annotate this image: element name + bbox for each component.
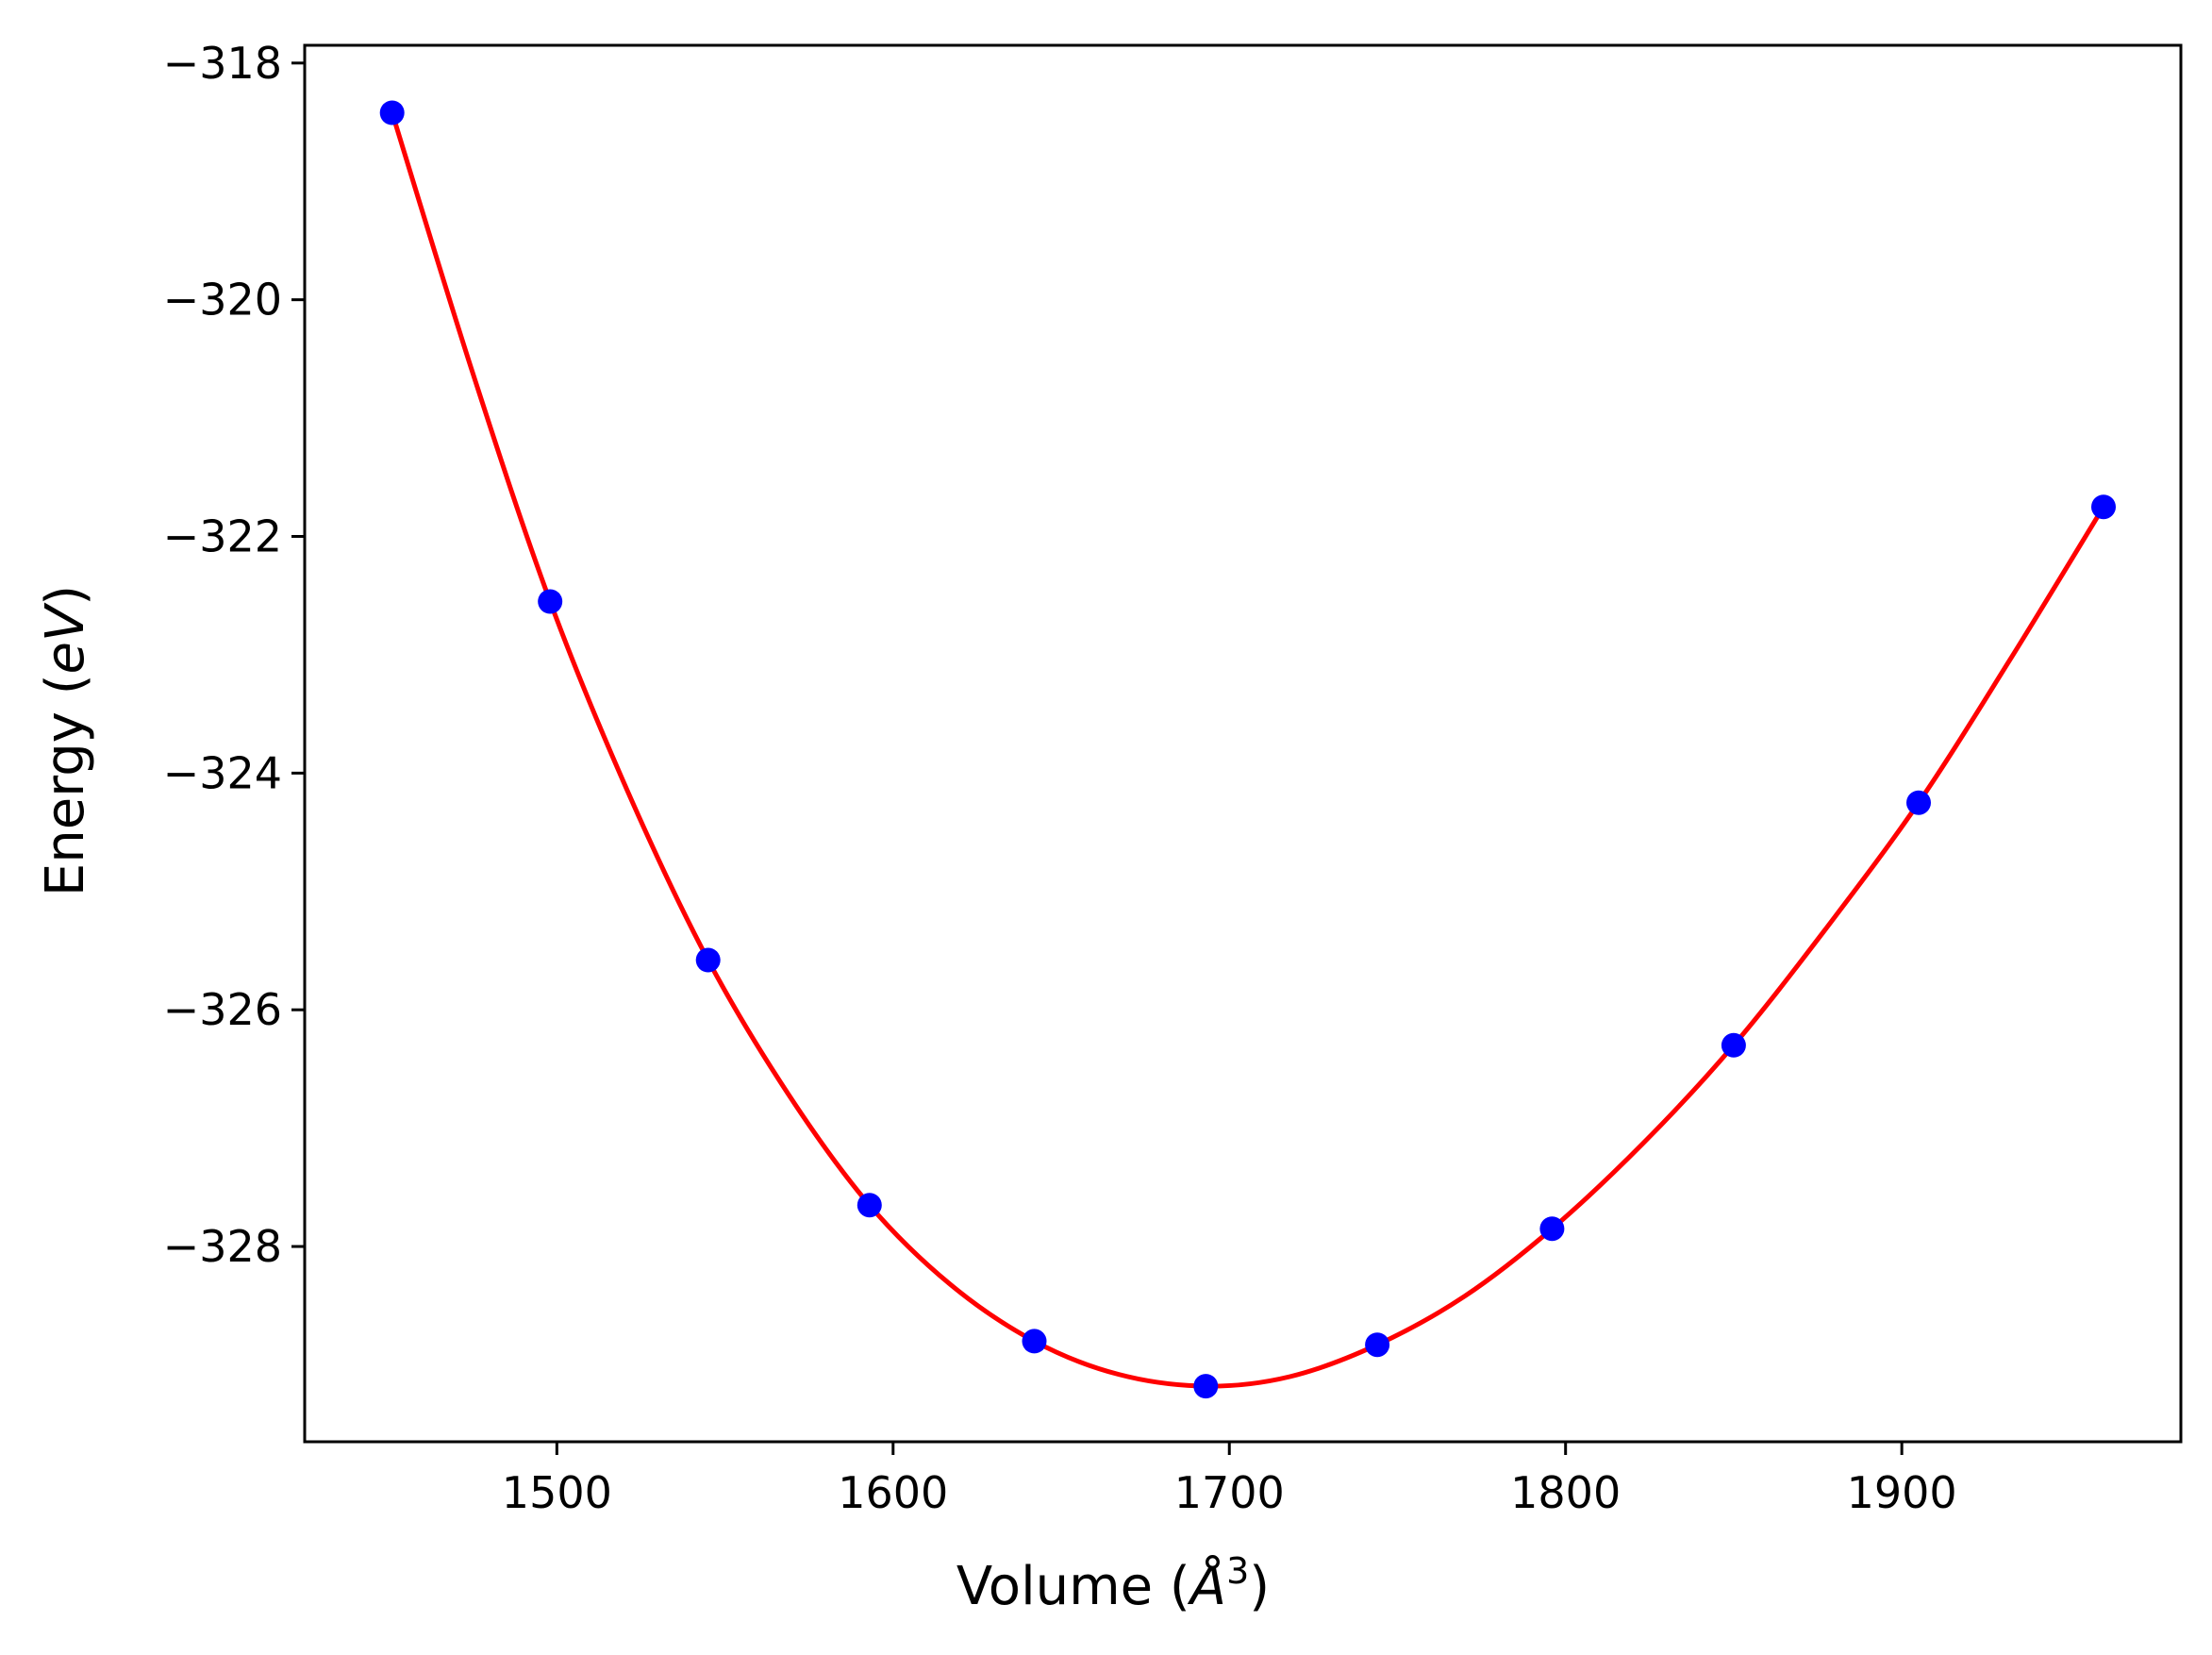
y-tick-label: −326	[163, 984, 282, 1035]
data-point	[2091, 494, 2116, 520]
fit-curve	[390, 111, 2106, 1389]
data-point	[379, 100, 405, 125]
y-tick-label: −318	[163, 38, 282, 89]
y-axis-ticks: −318 −320 −322 −324 −326 −328	[163, 38, 305, 1272]
y-tick-label: −324	[163, 747, 282, 798]
data-point	[1022, 1329, 1047, 1354]
data-points-layer	[379, 100, 2116, 1399]
fit-curve-layer	[390, 111, 2106, 1389]
y-tick-label: −328	[163, 1221, 282, 1272]
data-point	[1721, 1032, 1746, 1058]
x-axis-ticks: 1500 1600 1700 1800 1900	[502, 1442, 1957, 1518]
data-point	[1906, 790, 1931, 815]
data-point	[695, 947, 721, 973]
data-point	[1365, 1332, 1390, 1358]
x-tick-label: 1900	[1847, 1467, 1957, 1518]
data-point	[1539, 1216, 1565, 1242]
data-point	[857, 1193, 882, 1218]
x-axis-label: Volume (Å3)	[956, 1550, 1270, 1617]
plot-frame	[303, 43, 2183, 1444]
y-tick-label: −322	[163, 511, 282, 562]
y-tick-label: −320	[163, 275, 282, 326]
data-point	[1193, 1374, 1219, 1399]
y-axis-label: Energy (eV)	[35, 585, 96, 896]
x-tick-label: 1700	[1174, 1467, 1285, 1518]
x-tick-label: 1500	[502, 1467, 612, 1518]
x-tick-label: 1600	[838, 1467, 948, 1518]
x-tick-label: 1800	[1510, 1467, 1621, 1518]
data-point	[538, 589, 563, 614]
